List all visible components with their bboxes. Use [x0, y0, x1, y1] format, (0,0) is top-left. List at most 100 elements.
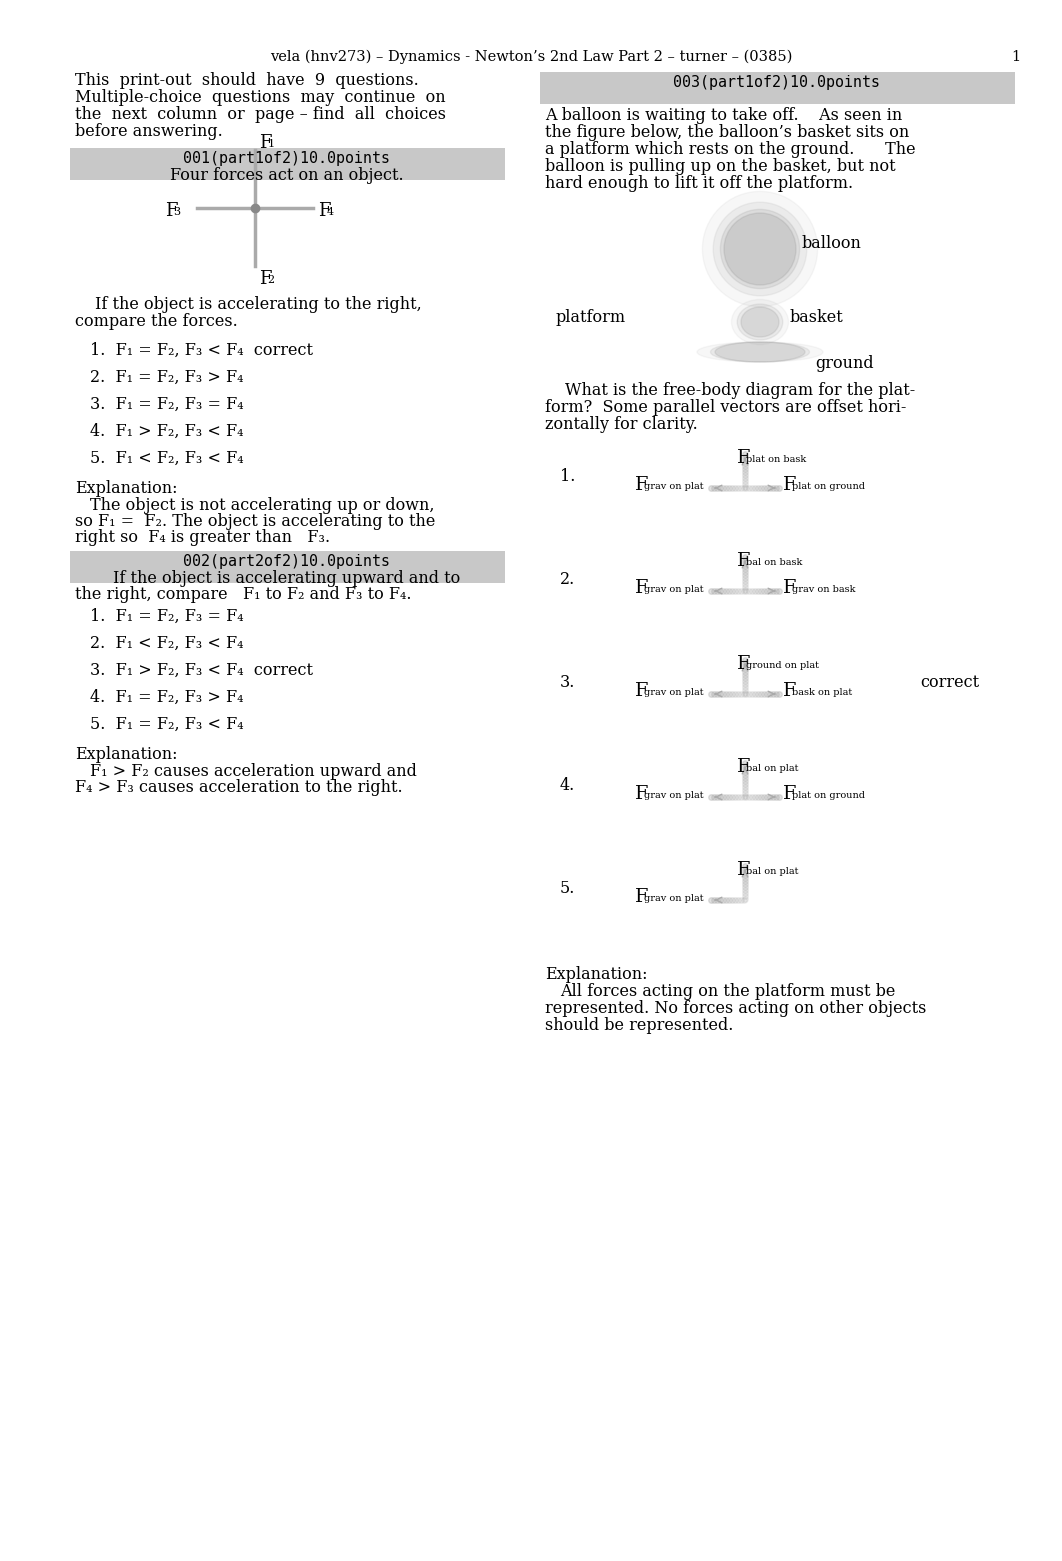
Text: A balloon is waiting to take off.    As seen in: A balloon is waiting to take off. As see… — [545, 108, 903, 123]
Text: zontally for clarity.: zontally for clarity. — [545, 415, 698, 432]
Text: bal on plat: bal on plat — [746, 866, 799, 876]
Ellipse shape — [741, 308, 780, 337]
Text: bal on plat: bal on plat — [746, 763, 799, 773]
Text: 2.  F₁ = F₂, F₃ > F₄: 2. F₁ = F₂, F₃ > F₄ — [90, 368, 243, 386]
Text: a platform which rests on the ground.      The: a platform which rests on the ground. Th… — [545, 140, 915, 158]
Text: F: F — [259, 134, 272, 151]
Text: should be represented.: should be represented. — [545, 1018, 734, 1033]
Text: vela (hnv273) – Dynamics - Newton’s 2nd Law Part 2 – turner – (0385): vela (hnv273) – Dynamics - Newton’s 2nd … — [270, 50, 792, 64]
Text: 4: 4 — [326, 206, 333, 217]
Text: represented. No forces acting on other objects: represented. No forces acting on other o… — [545, 1001, 926, 1018]
Text: platform: platform — [555, 309, 626, 326]
Text: before answering.: before answering. — [75, 123, 223, 140]
Text: 3: 3 — [173, 206, 181, 217]
Text: F: F — [783, 476, 796, 493]
Text: F: F — [635, 682, 649, 699]
Text: 4.: 4. — [560, 777, 576, 795]
Text: F: F — [737, 450, 751, 467]
Text: hard enough to lift it off the platform.: hard enough to lift it off the platform. — [545, 175, 853, 192]
Text: basket: basket — [790, 309, 843, 326]
Text: 002(part2of2)10.0points: 002(part2of2)10.0points — [184, 554, 391, 570]
Text: balloon is pulling up on the basket, but not: balloon is pulling up on the basket, but… — [545, 158, 895, 175]
Text: 1.  F₁ = F₂, F₃ = F₄: 1. F₁ = F₂, F₃ = F₄ — [90, 607, 243, 624]
Text: compare the forces.: compare the forces. — [75, 314, 238, 329]
Text: F: F — [259, 270, 272, 287]
Text: 5.  F₁ = F₂, F₃ < F₄: 5. F₁ = F₂, F₃ < F₄ — [90, 716, 243, 734]
Text: Multiple-choice  questions  may  continue  on: Multiple-choice questions may continue o… — [75, 89, 446, 106]
Text: F: F — [165, 201, 177, 220]
Text: Explanation:: Explanation: — [75, 746, 177, 763]
Text: F: F — [783, 682, 796, 699]
Text: F₁ > F₂ causes acceleration upward and: F₁ > F₂ causes acceleration upward and — [90, 763, 417, 780]
Text: so F₁ =  F₂. The object is accelerating to the: so F₁ = F₂. The object is accelerating t… — [75, 514, 435, 531]
Text: Explanation:: Explanation: — [75, 479, 177, 496]
Text: grav on plat: grav on plat — [644, 688, 703, 696]
Text: right so  F₄ is greater than   F₃.: right so F₄ is greater than F₃. — [75, 529, 330, 546]
Text: ground: ground — [815, 354, 874, 372]
Text: 003(part1of2)10.0points: 003(part1of2)10.0points — [673, 75, 880, 91]
Text: 2: 2 — [268, 275, 275, 284]
Text: plat on bask: plat on bask — [746, 454, 806, 464]
Text: balloon: balloon — [802, 236, 862, 251]
Text: 5.: 5. — [560, 880, 576, 898]
Text: What is the free-body diagram for the plat-: What is the free-body diagram for the pl… — [565, 382, 915, 400]
Text: All forces acting on the platform must be: All forces acting on the platform must b… — [560, 983, 895, 1001]
Text: 3.  F₁ > F₂, F₃ < F₄  correct: 3. F₁ > F₂, F₃ < F₄ correct — [90, 662, 313, 679]
Text: grav on plat: grav on plat — [644, 894, 703, 902]
Text: F: F — [737, 656, 751, 673]
Ellipse shape — [710, 342, 809, 362]
Text: form?  Some parallel vectors are offset hori-: form? Some parallel vectors are offset h… — [545, 400, 906, 415]
Text: 1: 1 — [1011, 50, 1020, 64]
Text: F: F — [737, 553, 751, 570]
Text: the  next  column  or  page – find  all  choices: the next column or page – find all choic… — [75, 106, 446, 123]
Text: grav on plat: grav on plat — [644, 482, 703, 490]
Text: 4.  F₁ > F₂, F₃ < F₄: 4. F₁ > F₂, F₃ < F₄ — [90, 423, 243, 440]
FancyBboxPatch shape — [539, 72, 1015, 105]
Text: plat on ground: plat on ground — [791, 791, 864, 799]
Text: If the object is accelerating upward and to: If the object is accelerating upward and… — [114, 570, 461, 587]
Text: Explanation:: Explanation: — [545, 966, 648, 983]
Circle shape — [720, 209, 800, 289]
Text: 3.: 3. — [560, 674, 576, 692]
FancyBboxPatch shape — [70, 551, 506, 582]
Text: correct: correct — [920, 674, 979, 692]
Text: F: F — [737, 862, 751, 879]
Text: This  print-out  should  have  9  questions.: This print-out should have 9 questions. — [75, 72, 418, 89]
Text: 1.  F₁ = F₂, F₃ < F₄  correct: 1. F₁ = F₂, F₃ < F₄ correct — [90, 342, 313, 359]
Ellipse shape — [715, 342, 805, 362]
Text: 2.  F₁ < F₂, F₃ < F₄: 2. F₁ < F₂, F₃ < F₄ — [90, 635, 243, 652]
Text: bal on bask: bal on bask — [746, 557, 802, 567]
Text: 4.  F₁ = F₂, F₃ > F₄: 4. F₁ = F₂, F₃ > F₄ — [90, 688, 243, 706]
Text: F: F — [635, 785, 649, 802]
Text: F: F — [783, 785, 796, 802]
FancyBboxPatch shape — [70, 148, 506, 180]
Text: F₄ > F₃ causes acceleration to the right.: F₄ > F₃ causes acceleration to the right… — [75, 779, 402, 796]
Text: The object is not accelerating up or down,: The object is not accelerating up or dow… — [90, 496, 434, 514]
Text: bask on plat: bask on plat — [791, 688, 852, 696]
Text: F: F — [635, 888, 649, 905]
Text: 5.  F₁ < F₂, F₃ < F₄: 5. F₁ < F₂, F₃ < F₄ — [90, 450, 243, 467]
Circle shape — [724, 212, 796, 286]
Text: 001(part1of2)10.0points: 001(part1of2)10.0points — [184, 151, 391, 165]
Text: F: F — [635, 476, 649, 493]
Text: grav on bask: grav on bask — [791, 585, 855, 593]
Text: ground on plat: ground on plat — [746, 660, 819, 670]
Circle shape — [702, 192, 818, 306]
Text: the right, compare   F₁ to F₂ and F₃ to F₄.: the right, compare F₁ to F₂ and F₃ to F₄… — [75, 585, 411, 603]
Text: Four forces act on an object.: Four forces act on an object. — [170, 167, 404, 184]
Text: plat on ground: plat on ground — [791, 482, 864, 490]
Ellipse shape — [737, 304, 783, 340]
Text: 1: 1 — [268, 139, 275, 148]
Circle shape — [714, 203, 807, 295]
Text: grav on plat: grav on plat — [644, 791, 703, 799]
Ellipse shape — [697, 342, 823, 362]
Ellipse shape — [732, 300, 788, 345]
Text: 3.  F₁ = F₂, F₃ = F₄: 3. F₁ = F₂, F₃ = F₄ — [90, 396, 243, 414]
Text: 1.: 1. — [560, 468, 576, 485]
Text: the figure below, the balloon’s basket sits on: the figure below, the balloon’s basket s… — [545, 123, 909, 140]
Text: F: F — [783, 579, 796, 596]
Text: F: F — [635, 579, 649, 596]
Text: 2.: 2. — [560, 571, 576, 588]
Text: grav on plat: grav on plat — [644, 585, 703, 593]
Text: F: F — [737, 759, 751, 776]
